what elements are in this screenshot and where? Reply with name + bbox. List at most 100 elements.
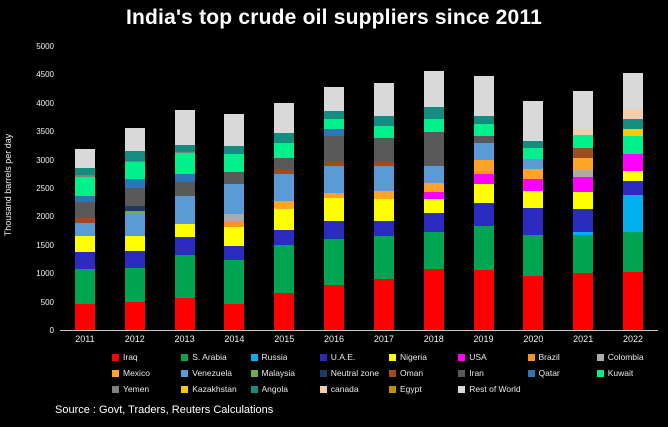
bar-segment-nigeria-2014 [224, 227, 245, 247]
bar-segment-rest-of-world-2013 [174, 110, 195, 145]
bar-segment-angola-2012 [124, 151, 145, 161]
bar-segment-brazil-2014 [224, 221, 245, 228]
bar-segment-venezuela-2011 [74, 222, 95, 236]
legend-swatch-icon [389, 369, 396, 377]
legend-item-usa: USA [458, 352, 525, 362]
bar-segment-s-arabia-2016 [324, 238, 345, 286]
legend-swatch-icon [458, 353, 466, 361]
bar-segment-iran-2011 [74, 202, 95, 218]
bar-segment-mexico-2015 [274, 201, 295, 210]
bar-segment-usa-2020 [523, 179, 544, 192]
legend-swatch-icon [527, 369, 535, 377]
legend-label: Egypt [400, 384, 422, 394]
y-axis-title: Thousand barrels per day [3, 133, 13, 237]
bar-segment-yemen-2012 [124, 160, 145, 163]
legend-swatch-icon [112, 353, 119, 361]
bar-segment-kazakhstan-2022 [623, 128, 644, 136]
bar-segment-oman-2011 [74, 217, 95, 223]
bar-segment-u-a-e--2012 [124, 251, 145, 269]
y-tick-label-3500: 3500 [36, 127, 54, 137]
bar-slot-2015 [259, 46, 309, 330]
bar-segment-s-arabia-2012 [124, 268, 145, 303]
legend-swatch-icon [181, 369, 189, 377]
y-tick-label-5000: 5000 [36, 42, 54, 51]
bar-segment-s-arabia-2022 [623, 232, 644, 273]
bar-segment-angola-2022 [623, 118, 644, 129]
bar-segment-kuwait-2011 [74, 176, 95, 197]
bar-segment-nigeria-2013 [174, 224, 195, 238]
stacked-bar-2014 [224, 114, 245, 330]
bar-segment-s-arabia-2015 [274, 244, 295, 294]
legend-item-nigeria: Nigeria [389, 352, 456, 362]
bar-segment-angola-2014 [224, 146, 245, 155]
y-tick-label-3000: 3000 [36, 155, 54, 165]
bar-segment-venezuela-2014 [224, 184, 245, 215]
y-tick-label-0: 0 [49, 326, 54, 335]
bar-segment-venezuela-2013 [174, 196, 195, 225]
bar-segment-angola-2020 [523, 141, 544, 149]
bar-segment-venezuela-2020 [523, 159, 544, 170]
bar-segment-qatar-2011 [74, 196, 95, 203]
y-tick-label-1500: 1500 [36, 240, 54, 250]
legend-item-kazakhstan: Kazakhstan [181, 384, 248, 394]
bar-segment-angola-2015 [274, 133, 295, 144]
x-tick-label-2011: 2011 [75, 334, 95, 344]
legend-label: Kazakhstan [192, 384, 237, 394]
bar-segment-yemen-2013 [174, 151, 195, 153]
bar-slot-2022 [608, 46, 658, 330]
bar-segment-mexico-2020 [523, 169, 544, 180]
legend-label: Iran [469, 368, 484, 378]
x-tick-label-2014: 2014 [224, 334, 245, 344]
legend-label: canada [330, 384, 359, 394]
bar-segment-s-arabia-2017 [373, 235, 394, 279]
bar-segment-canada-2022 [623, 109, 644, 119]
legend-item-russia: Russia [250, 352, 318, 362]
legend-item-brazil: Brazil [527, 352, 595, 362]
legend-label: Angola [261, 384, 288, 394]
legend-label: Mexico [123, 368, 150, 378]
bar-segment-iran-2017 [373, 137, 394, 161]
bar-segment-venezuela-2017 [373, 165, 394, 191]
legend-item-egypt: Egypt [389, 384, 456, 394]
bar-segment-s-arabia-2020 [523, 235, 544, 276]
bar-segment-rest-of-world-2012 [124, 128, 145, 152]
chart-title: India's top crude oil suppliers since 20… [125, 6, 543, 29]
legend-item-u-a-e-: U.A.E. [319, 352, 387, 362]
bar-segment-kuwait-2022 [623, 135, 644, 154]
stacked-bar-2011 [74, 149, 95, 330]
bar-segment-nigeria-2017 [373, 198, 394, 221]
bar-segment-iraq-2013 [174, 298, 195, 330]
x-tick-label-2019: 2019 [473, 334, 494, 344]
bar-slot-2019 [459, 46, 509, 330]
x-axis-labels: 2011 2012 2013 2014 2015 2016 2017 2018 2019 2020… [60, 334, 658, 344]
bar-segment-rest-of-world-2021 [573, 91, 594, 130]
bar-segment-iran-2015 [274, 158, 295, 170]
bar-segment-russia-2021 [573, 232, 594, 236]
bar-segment-iraq-2019 [473, 270, 494, 330]
legend-swatch-icon [527, 353, 535, 361]
bar-segment-mexico-2016 [324, 193, 345, 199]
legend-swatch-icon [112, 369, 119, 377]
bar-segment-angola-2017 [373, 115, 394, 126]
legend-item-rest-of-world: Rest of World [458, 384, 525, 394]
legend-swatch-icon [181, 385, 189, 393]
legend-swatch-icon [181, 353, 189, 361]
bar-segment-s-arabia-2014 [224, 259, 245, 305]
stacked-bar-2017 [373, 82, 394, 330]
legend-swatch-icon [319, 369, 327, 377]
bar-segment-kuwait-2021 [573, 135, 594, 149]
bar-slot-2011 [60, 46, 110, 330]
bar-segment-nigeria-2011 [74, 235, 95, 252]
bar-segment-u-a-e--2021 [573, 209, 594, 233]
legend-item-angola: Angola [250, 384, 318, 394]
legend-label: Qatar [538, 368, 560, 378]
bar-slot-2021 [558, 46, 608, 330]
bar-segment-nigeria-2019 [473, 184, 494, 203]
bar-segment-rest-of-world-2016 [324, 86, 345, 112]
bar-segment-iran-2013 [174, 182, 195, 197]
bar-segment-rest-of-world-2019 [473, 75, 494, 116]
bar-segment-mexico-2017 [373, 190, 394, 199]
bar-segment-u-a-e--2022 [623, 181, 644, 196]
bar-segment-kuwait-2017 [373, 125, 394, 138]
bar-segment-angola-2011 [74, 167, 95, 175]
